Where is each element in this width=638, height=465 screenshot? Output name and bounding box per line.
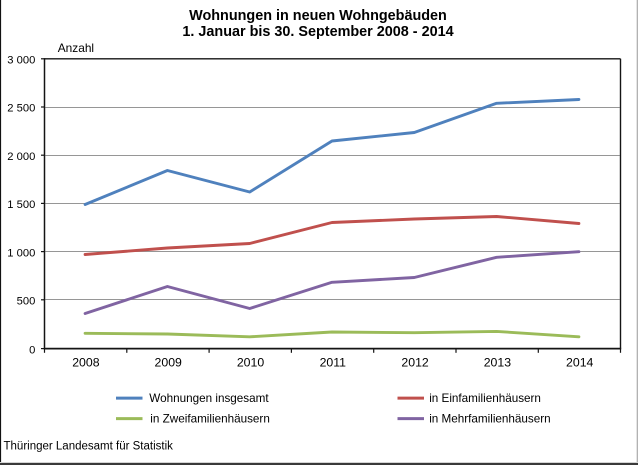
svg-text:in Zweifamilienhäusern: in Zweifamilienhäusern [150, 413, 270, 426]
svg-text:2009: 2009 [155, 355, 183, 369]
svg-text:Thüringer Landesamt für Statis: Thüringer Landesamt für Statistik [4, 441, 174, 453]
svg-text:1 500: 1 500 [7, 199, 35, 211]
svg-text:1 000: 1 000 [7, 247, 35, 259]
svg-text:2014: 2014 [566, 355, 594, 369]
svg-text:in Einfamilienhäusern: in Einfamilienhäusern [429, 392, 541, 405]
svg-text:0: 0 [29, 344, 35, 356]
svg-text:2013: 2013 [484, 355, 512, 369]
svg-text:2011: 2011 [320, 355, 347, 369]
svg-text:2 000: 2 000 [7, 151, 35, 163]
svg-text:2010: 2010 [237, 355, 265, 369]
svg-text:2 500: 2 500 [7, 103, 35, 115]
svg-text:Wohnungen in neuen Wohngebäude: Wohnungen in neuen Wohngebäuden [189, 8, 447, 24]
svg-text:in Mehrfamilienhäusern: in Mehrfamilienhäusern [429, 413, 550, 426]
svg-text:Anzahl: Anzahl [58, 41, 94, 55]
svg-text:1. Januar bis 30. September 20: 1. Januar bis 30. September 2008 - 2014 [182, 24, 453, 40]
svg-text:2012: 2012 [401, 355, 429, 369]
svg-text:Wohnungen insgesamt: Wohnungen insgesamt [149, 392, 269, 405]
svg-text:3 000: 3 000 [7, 55, 35, 67]
svg-text:2008: 2008 [72, 355, 100, 369]
svg-text:500: 500 [17, 296, 36, 308]
